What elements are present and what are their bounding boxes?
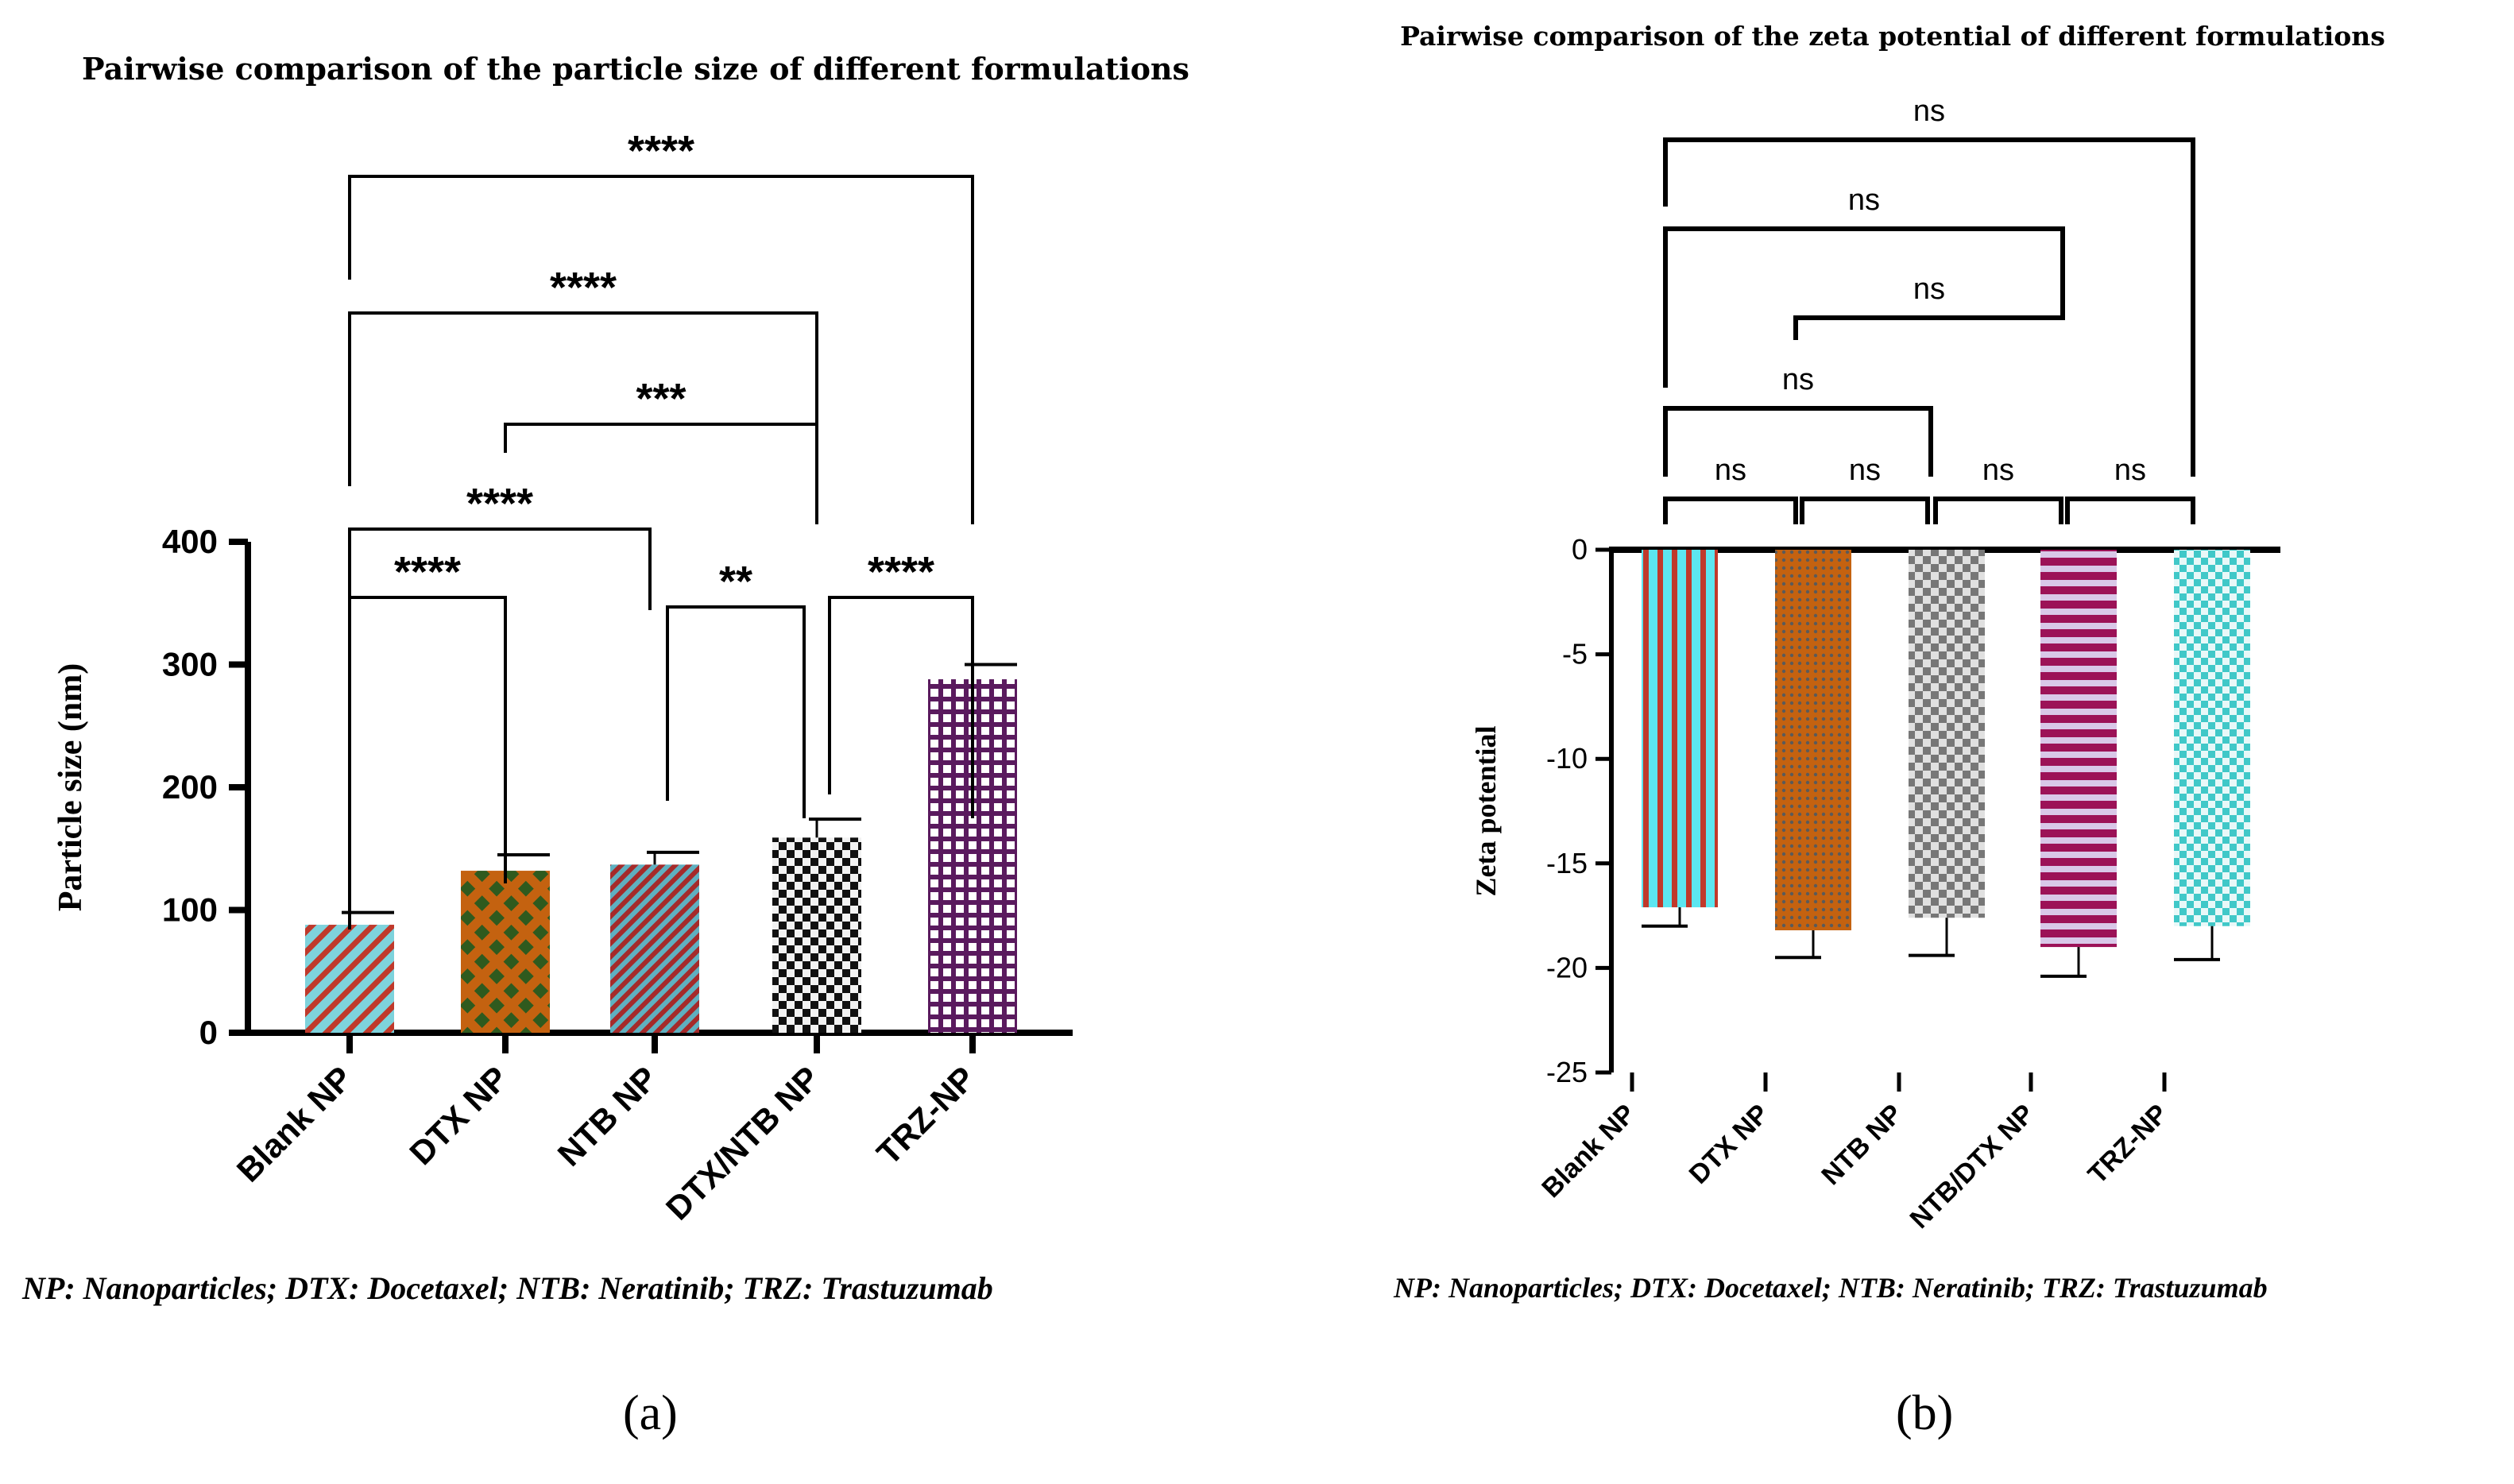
significance-label: **** — [868, 548, 934, 596]
significance-label: ns — [1715, 454, 1746, 487]
y-axis-label: Particle size (nm) — [52, 663, 89, 912]
y-tick-label: -10 — [1546, 742, 1588, 775]
y-tick-label: 0 — [199, 1014, 218, 1051]
comparison-bracket — [828, 596, 974, 818]
significance-label: **** — [628, 127, 694, 175]
x-tick-label: Blank NP — [1536, 1099, 1641, 1204]
x-tick-label: DTX NP — [1684, 1099, 1775, 1190]
bar — [772, 837, 861, 1033]
significance-label: ns — [1913, 272, 1945, 306]
significance-label: **** — [466, 480, 533, 528]
bar — [2174, 550, 2250, 926]
significance-label: ns — [2114, 454, 2146, 487]
comparison-bracket — [348, 175, 974, 524]
bar — [1775, 550, 1851, 931]
x-tick-label: DTX/NTB NP — [659, 1059, 826, 1227]
chart-title-a: Pairwise comparison of the particle size… — [82, 51, 1189, 87]
footnote-a: NP: Nanoparticles; DTX: Docetaxel; NTB: … — [22, 1270, 993, 1306]
x-tick-label: NTB NP — [1816, 1099, 1908, 1191]
x-tick-label: DTX NP — [402, 1059, 515, 1172]
comparison-bracket — [504, 423, 818, 524]
significance-label: **** — [550, 264, 617, 311]
x-tick-label: Blank NP — [230, 1059, 360, 1189]
y-tick-label: 300 — [162, 646, 218, 683]
significance-label: *** — [636, 375, 686, 423]
bar — [2040, 550, 2117, 948]
zeta-potential-chart: 0 -5 -10 -15 -20 -25 Zeta potential Blank NP DTX… — [1470, 95, 2280, 1235]
comparison-bracket — [1663, 226, 2065, 388]
x-tick-label: TRZ-NP — [869, 1059, 982, 1172]
y-tick-label: 400 — [162, 523, 218, 560]
y-tick-label: -15 — [1546, 847, 1588, 879]
y-tick-label: 200 — [162, 768, 218, 806]
comparison-bracket — [2065, 497, 2195, 524]
y-tick-label: 100 — [162, 891, 218, 929]
comparison-bracket — [348, 311, 818, 524]
bar — [461, 871, 550, 1033]
comparison-bracket — [666, 605, 806, 818]
bar — [610, 864, 699, 1033]
comparison-bracket — [1663, 497, 1798, 524]
comparison-bracket — [1663, 137, 2195, 477]
significance-label: ns — [1913, 95, 1945, 128]
comparison-bracket — [1663, 406, 1933, 477]
comparison-bracket — [1800, 497, 1930, 524]
significance-label: **** — [394, 548, 461, 596]
x-tick-label: NTB/DTX NP — [1905, 1099, 2040, 1235]
y-axis-label: Zeta potential — [1470, 726, 1502, 897]
x-tick-label: TRZ-NP — [2083, 1099, 2174, 1190]
y-tick-label: -25 — [1546, 1056, 1588, 1088]
panel-label-a: (a) — [623, 1386, 678, 1440]
y-tick-label: 0 — [1572, 533, 1588, 566]
significance-label: ** — [719, 558, 752, 605]
significance-label: ns — [1982, 454, 2014, 487]
chart-title-b: Pairwise comparison of the zeta potentia… — [1400, 21, 2385, 52]
comparison-bracket — [1933, 497, 2063, 524]
significance-label: ns — [1782, 363, 1814, 396]
panel-label-b: (b) — [1896, 1386, 1954, 1440]
comparison-bracket — [1793, 296, 2065, 340]
panel-b: Pairwise comparison of the zeta potentia… — [1271, 0, 2514, 1484]
significance-label: ns — [1849, 454, 1881, 487]
y-tick-label: -20 — [1546, 951, 1588, 984]
x-tick-label: NTB NP — [551, 1059, 665, 1173]
bar — [1909, 550, 1985, 918]
particle-size-chart: 0 100 200 300 400 Particle size (nm) Blank NP D… — [52, 127, 1073, 1227]
bar — [1642, 550, 1718, 908]
y-tick-label: -5 — [1562, 638, 1588, 671]
footnote-b: NP: Nanoparticles; DTX: Docetaxel; NTB: … — [1394, 1272, 2268, 1304]
significance-label: ns — [1848, 184, 1880, 217]
bar — [305, 925, 394, 1033]
panel-a: Pairwise comparison of the particle size… — [22, 51, 1189, 1440]
comparison-bracket — [348, 528, 652, 929]
